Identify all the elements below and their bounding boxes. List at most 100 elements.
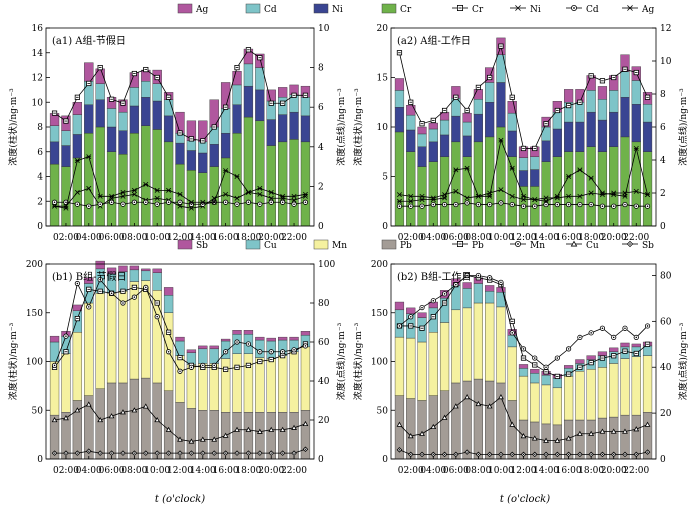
bar-ni-3 — [428, 141, 438, 162]
point-mn-20 — [622, 325, 628, 331]
bar-cu-12 — [530, 373, 540, 384]
bar-mn-9 — [496, 306, 506, 384]
point-pb-18 — [599, 355, 606, 361]
bar-mn-18 — [597, 367, 608, 419]
x-axis-label-left: t (o'clock) — [155, 494, 205, 505]
x-tick-label: 04:00 — [420, 233, 446, 243]
bar-mn-20 — [277, 355, 288, 413]
point-pb-17 — [588, 360, 594, 366]
point-ni-9 — [498, 187, 504, 193]
x-tick-label: 06:00 — [99, 466, 125, 476]
bar-mn-18 — [255, 357, 265, 413]
point-ni-11 — [177, 203, 183, 209]
point-cd-8 — [487, 201, 493, 208]
panel-a1: 0 2 4 6 8 10 12 14 16 0 2 4 6 8 10 02:0004:0006:0008:00… — [7, 24, 347, 243]
point-cr-15 — [566, 102, 572, 109]
bar-cu-14 — [552, 377, 562, 389]
y2-axis-label: 浓度(点线)/ng·m⁻³ — [335, 322, 347, 400]
bar-ni-15 — [564, 121, 574, 152]
y2-tick-label: 0 — [318, 455, 324, 465]
point-cr-22 — [644, 94, 651, 100]
legend-line-label-pb: Pb — [472, 241, 484, 251]
bar-cd-9 — [152, 83, 162, 102]
point-cr-10 — [165, 94, 172, 100]
point-ni-6 — [464, 195, 470, 201]
bar-ni-20 — [620, 97, 630, 138]
point-mn-16 — [234, 339, 240, 345]
bar-cr-0 — [49, 163, 60, 227]
point-sb-3 — [86, 448, 92, 454]
y-tick-label: 0 — [382, 222, 388, 232]
bar-mn-1 — [61, 353, 71, 413]
bar-cd-2 — [417, 133, 427, 147]
legend-label-ag: Ag — [195, 5, 208, 15]
bar-pb-8 — [485, 380, 495, 460]
point-ag-6 — [464, 165, 470, 171]
point-mn-12 — [188, 364, 195, 370]
point-cd-13 — [543, 201, 549, 208]
point-ag-20 — [622, 193, 628, 199]
point-sb-8 — [486, 451, 493, 458]
point-mn-21 — [633, 334, 639, 341]
point-sb-16 — [577, 451, 583, 458]
y-axis-label: 浓度(柱状)/ng·m⁻³ — [352, 322, 364, 400]
y2-tick-label: 8 — [660, 90, 666, 100]
point-mn-19 — [268, 349, 274, 355]
y2-axis-label: 浓度(点线)/ng·m⁻³ — [335, 88, 347, 166]
bar-sb-6 — [462, 282, 472, 289]
point-cu-14 — [211, 436, 218, 442]
bar-sb-10 — [163, 287, 174, 296]
bar-mn-14 — [209, 363, 219, 411]
legend-marker-cu — [570, 240, 578, 247]
bar-cd-0 — [394, 90, 405, 108]
point-ag-21 — [633, 145, 639, 151]
point-ag-17 — [245, 189, 251, 195]
point-ag-10 — [509, 165, 515, 171]
point-sb-4 — [97, 450, 103, 456]
bar-ni-12 — [186, 150, 197, 171]
point-ag-20 — [280, 193, 286, 199]
point-ag-22 — [302, 191, 308, 197]
y2-tick-label: 12 — [660, 24, 671, 34]
bar-sb-20 — [277, 336, 288, 341]
bar-cd-17 — [243, 63, 254, 87]
x-tick-label: 10:00 — [488, 466, 514, 476]
panel-b1: 0 50 100 150 200 0 20 40 60 80 100 02:0004:0006:000… — [7, 260, 347, 476]
bar-cd-11 — [518, 157, 529, 171]
x-tick-label: 18:00 — [578, 466, 604, 476]
bar-ni-1 — [406, 129, 416, 152]
bar-pb-5 — [451, 382, 461, 460]
bar-cu-11 — [175, 340, 185, 356]
legend-marker-ni — [515, 5, 521, 11]
bar-cr-19 — [266, 145, 276, 227]
bar-ni-13 — [198, 152, 208, 173]
point-mn-22 — [644, 323, 651, 329]
point-cu-12 — [188, 438, 195, 444]
bar-mn-19 — [609, 363, 619, 418]
bar-cr-12 — [186, 170, 197, 227]
point-pb-4 — [97, 288, 103, 294]
bar-ni-8 — [141, 97, 151, 126]
bar-cr-10 — [507, 156, 517, 227]
bar-ni-6 — [118, 130, 128, 155]
bar-sb-11 — [518, 364, 529, 369]
point-cr-15 — [223, 104, 229, 110]
x-tick-label: 12:00 — [511, 466, 537, 476]
legend-swatch-sb — [177, 239, 193, 250]
bar-cd-13 — [541, 126, 551, 142]
point-mn-6 — [120, 300, 126, 306]
bar-cd-5 — [106, 108, 117, 128]
bar-cd-12 — [530, 156, 540, 170]
panel-title: (b1) B组-节假日 — [52, 270, 126, 283]
point-sb-21 — [291, 450, 297, 456]
point-ag-16 — [234, 174, 240, 179]
point-mn-13 — [200, 362, 206, 368]
point-mn-0 — [51, 362, 58, 368]
legend-swatch-ni — [313, 3, 329, 14]
point-mn-7 — [475, 272, 481, 279]
point-sb-16 — [234, 450, 240, 456]
point-cu-21 — [291, 424, 297, 430]
point-sb-12 — [188, 450, 195, 456]
y-tick-label: 200 — [371, 260, 388, 270]
point-cu-18 — [256, 428, 263, 434]
